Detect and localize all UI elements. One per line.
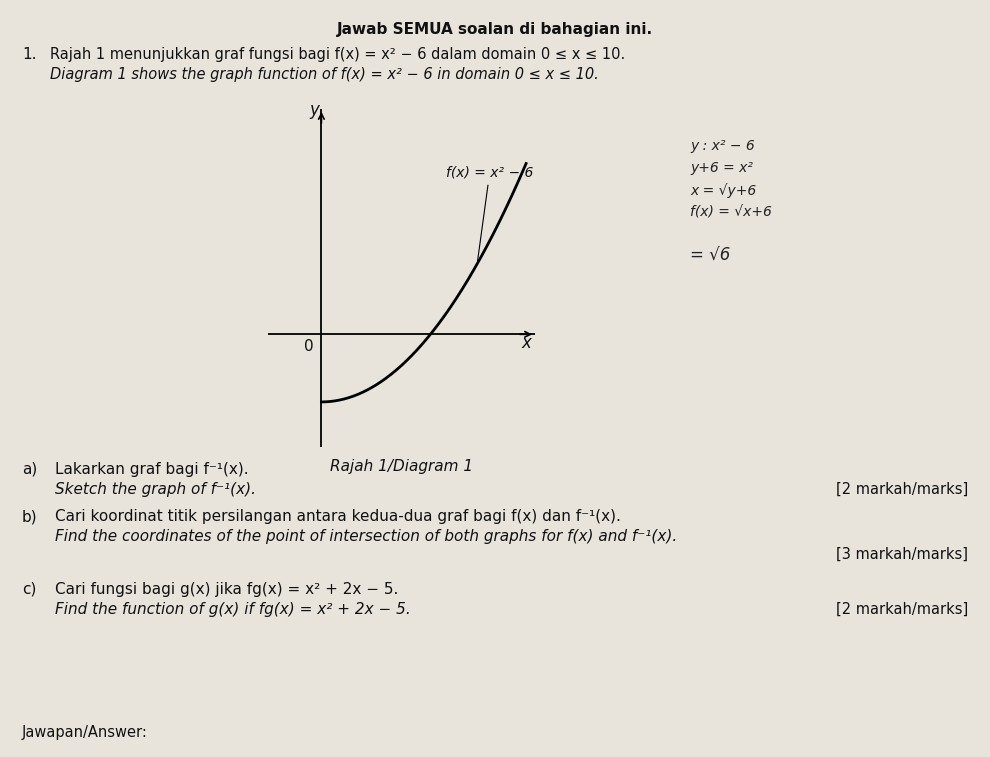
Text: x: x [521,334,531,352]
Text: Jawab SEMUA soalan di bahagian ini.: Jawab SEMUA soalan di bahagian ini. [337,22,653,37]
Text: b): b) [22,509,38,524]
Text: f(x) = x² − 6: f(x) = x² − 6 [446,166,534,261]
Text: Find the function of g(x) if fg(x) = x² + 2x − 5.: Find the function of g(x) if fg(x) = x² … [55,602,411,617]
Text: Diagram 1 shows the graph function of f(x) = x² − 6 in domain 0 ≤ x ≤ 10.: Diagram 1 shows the graph function of f(… [50,67,599,82]
Text: Cari koordinat titik persilangan antara kedua-dua graf bagi f(x) dan f⁻¹(x).: Cari koordinat titik persilangan antara … [55,509,621,524]
Text: x = √y+6: x = √y+6 [690,183,756,198]
Text: Cari fungsi bagi g(x) jika fg(x) = x² + 2x − 5.: Cari fungsi bagi g(x) jika fg(x) = x² + … [55,582,398,597]
Text: [3 markah/marks]: [3 markah/marks] [836,547,968,562]
Text: [2 markah/marks]: [2 markah/marks] [836,602,968,617]
Text: y : x² − 6: y : x² − 6 [690,139,754,153]
Text: f(x) = √x+6: f(x) = √x+6 [690,205,772,219]
Text: a): a) [22,462,38,477]
Text: Sketch the graph of f⁻¹(x).: Sketch the graph of f⁻¹(x). [55,482,256,497]
Text: 1.: 1. [22,47,37,62]
Text: y: y [310,101,320,119]
Text: c): c) [22,582,37,597]
Text: Rajah 1 menunjukkan graf fungsi bagi f(x) = x² − 6 dalam domain 0 ≤ x ≤ 10.: Rajah 1 menunjukkan graf fungsi bagi f(x… [50,47,626,62]
Text: 0: 0 [304,339,314,354]
Text: [2 markah/marks]: [2 markah/marks] [836,482,968,497]
Text: Jawapan/Answer:: Jawapan/Answer: [22,725,148,740]
Text: Find the coordinates of the point of intersection of both graphs for f(x) and f⁻: Find the coordinates of the point of int… [55,529,677,544]
Text: = √6: = √6 [690,247,731,265]
Text: Rajah 1/Diagram 1: Rajah 1/Diagram 1 [330,459,473,474]
Text: Lakarkan graf bagi f⁻¹(x).: Lakarkan graf bagi f⁻¹(x). [55,462,248,477]
Text: y+6 = x²: y+6 = x² [690,161,753,175]
